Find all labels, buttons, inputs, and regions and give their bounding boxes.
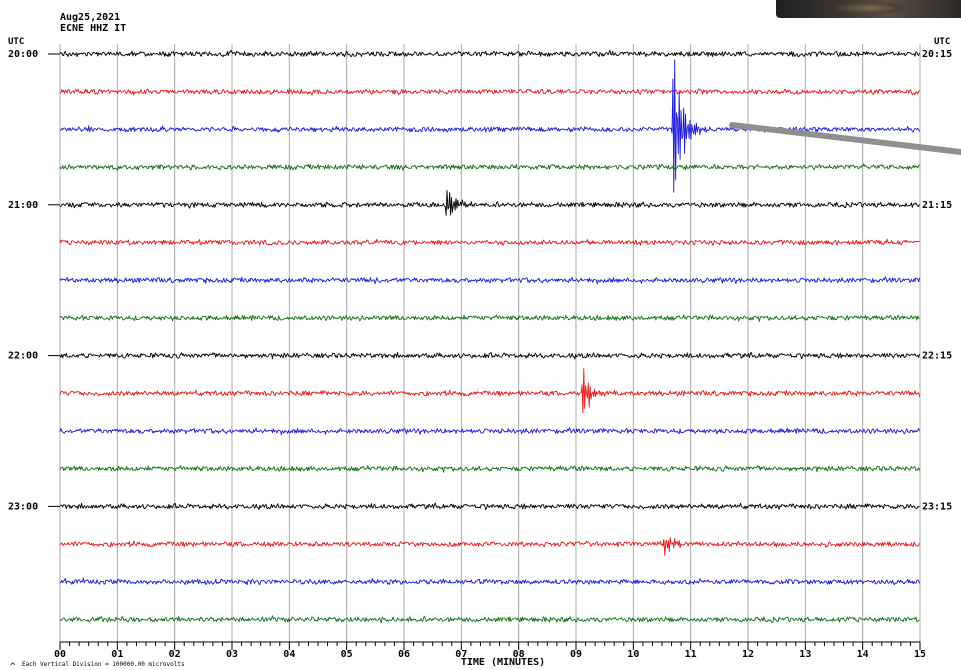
hour-label-right: 20:15 — [922, 49, 952, 60]
x-tick-label: 00 — [54, 649, 66, 660]
x-tick-label: 13 — [799, 649, 811, 660]
corner-caret: ^ — [10, 662, 16, 670]
seismic-trace-row — [59, 49, 920, 58]
record-date: Aug25,2021 — [60, 12, 120, 23]
seismic-trace-row — [59, 502, 920, 511]
seismic-trace-row — [59, 163, 920, 171]
seismic-trace-row — [59, 368, 920, 414]
hour-label-right: 22:15 — [922, 351, 952, 362]
seismic-trace-row — [59, 276, 920, 285]
seismic-trace-row — [59, 465, 920, 473]
seismic-trace-row — [59, 88, 920, 96]
seismic-trace-row — [59, 577, 920, 586]
x-tick-label: 03 — [226, 649, 238, 660]
hour-label-left: 21:00 — [8, 200, 38, 211]
x-tick-label: 08 — [513, 649, 525, 660]
seismic-trace-row — [59, 351, 920, 360]
utc-label-right: UTC — [934, 37, 950, 47]
station-code: ECNE HHZ IT — [60, 23, 126, 34]
x-tick-label: 10 — [627, 649, 639, 660]
x-tick-label: 15 — [914, 649, 926, 660]
seismic-trace-row — [59, 238, 920, 246]
x-tick-label: 14 — [857, 649, 869, 660]
corner-photo-thumbnail — [776, 0, 961, 18]
x-tick-label: 04 — [283, 649, 295, 660]
hour-label-left: 22:00 — [8, 351, 38, 362]
seismic-trace-row — [59, 314, 920, 322]
x-axis-title: TIME (MINUTES) — [461, 657, 545, 668]
seismic-trace-row — [59, 615, 920, 624]
x-tick-label: 11 — [685, 649, 697, 660]
x-tick-label: 09 — [570, 649, 582, 660]
x-tick-label: 12 — [742, 649, 754, 660]
labels: Aug25,2021 ECNE HHZ IT UTC UTC TIME (MIN… — [8, 12, 950, 670]
hour-label-left: 20:00 — [8, 49, 38, 60]
vertical-scale-note: Each Vertical Division = 100000.00 micro… — [22, 661, 185, 668]
hour-label-right: 21:15 — [922, 200, 952, 211]
x-tick-label: 06 — [398, 649, 410, 660]
seismic-trace-row — [59, 59, 920, 193]
trace-lines — [59, 49, 920, 624]
seismic-trace-row — [59, 427, 920, 436]
annotation-pointer-arrow — [729, 122, 961, 155]
seismic-trace-row — [59, 537, 920, 556]
hour-label-right: 23:15 — [922, 501, 952, 512]
axis-labels: 00 01 02 03 04 05 06 07 08 09 10 11 12 13 14 15 20:00 21:… — [8, 49, 952, 660]
x-tick-label: 02 — [169, 649, 181, 660]
x-tick-label: 05 — [341, 649, 353, 660]
hour-label-left: 23:00 — [8, 501, 38, 512]
x-tick-label: 07 — [455, 649, 467, 660]
x-tick-label: 01 — [111, 649, 123, 660]
seismic-trace-row — [59, 189, 920, 216]
utc-label-left: UTC — [8, 37, 24, 47]
